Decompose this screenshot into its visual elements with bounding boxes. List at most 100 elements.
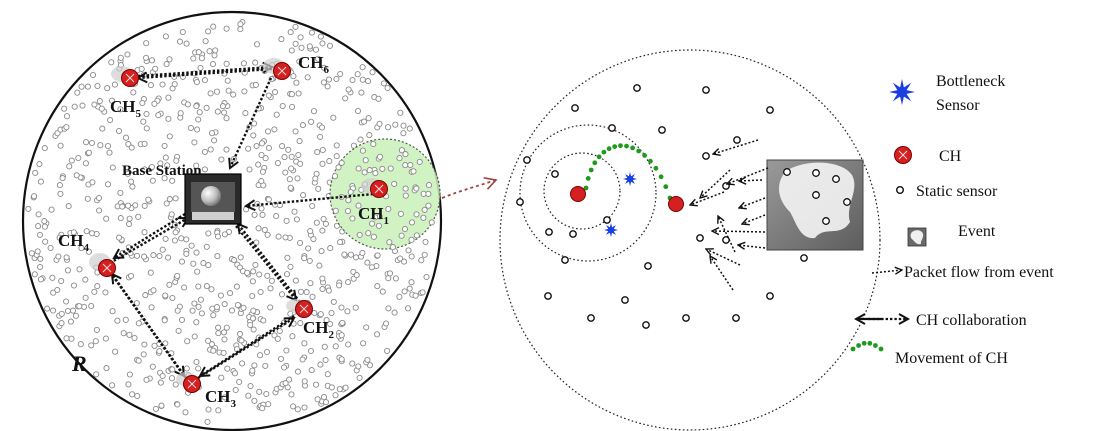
static-sensor <box>416 158 423 165</box>
movement-dot <box>648 158 653 164</box>
link-ch6-base <box>230 77 273 168</box>
static-sensor <box>305 245 312 252</box>
static-sensor <box>225 87 232 94</box>
static-sensor <box>354 107 362 115</box>
static-sensor <box>91 288 98 295</box>
static-sensor <box>79 102 86 109</box>
static-sensor <box>386 239 393 246</box>
static-sensor <box>102 289 109 296</box>
cluster-head-ch2 <box>286 299 313 318</box>
static-sensor <box>310 108 318 115</box>
static-sensor <box>301 404 308 411</box>
static-sensor <box>308 118 315 125</box>
static-sensor <box>41 223 48 230</box>
static-sensor <box>365 115 372 122</box>
static-sensor <box>223 115 230 122</box>
static-sensor <box>66 163 73 170</box>
movement-dot <box>856 343 861 348</box>
static-sensor <box>238 337 245 344</box>
static-sensor <box>183 250 190 257</box>
static-sensor <box>212 47 219 54</box>
static-sensor <box>249 292 256 300</box>
static-sensor <box>215 330 222 337</box>
static-sensor <box>339 319 346 326</box>
cluster-head-ch4 <box>89 253 116 277</box>
static-sensor <box>314 396 321 403</box>
static-sensor <box>147 269 154 276</box>
static-sensor <box>245 145 252 152</box>
static-sensor <box>122 134 130 141</box>
static-sensor <box>251 397 258 404</box>
static-sensor <box>197 64 204 71</box>
static-sensor <box>258 205 265 212</box>
static-sensor <box>244 269 251 276</box>
static-sensor <box>64 307 71 315</box>
static-sensor <box>330 114 337 121</box>
static-sensor <box>104 85 111 92</box>
static-sensor <box>150 252 157 259</box>
static-sensor <box>336 386 343 393</box>
static-sensor <box>732 314 740 322</box>
cluster-head-ch1 <box>361 178 388 198</box>
movement-dot <box>583 185 589 191</box>
static-sensor <box>342 384 349 391</box>
static-sensor <box>96 207 103 214</box>
static-sensor <box>82 294 89 301</box>
static-sensor <box>237 21 244 28</box>
static-sensor <box>190 260 197 267</box>
static-sensor <box>369 69 376 76</box>
static-sensor <box>64 267 71 274</box>
static-sensor <box>237 254 244 261</box>
static-sensor <box>282 380 289 387</box>
static-sensor <box>143 125 150 132</box>
static-sensor <box>202 38 209 45</box>
static-sensor <box>178 258 186 265</box>
static-sensor <box>333 222 341 229</box>
static-sensor <box>338 356 345 363</box>
static-sensor <box>203 283 210 290</box>
static-sensor <box>213 304 221 311</box>
legend-movement-dots-icon <box>850 340 884 352</box>
static-sensor <box>237 26 244 33</box>
link-base-ch4 <box>114 212 186 258</box>
static-sensor <box>63 298 70 305</box>
static-sensor <box>295 90 302 97</box>
static-sensor <box>397 109 404 116</box>
movement-dot <box>636 148 642 154</box>
static-sensor <box>369 220 376 227</box>
static-sensor <box>158 402 165 409</box>
static-sensor <box>422 238 429 246</box>
static-sensor <box>41 218 48 225</box>
static-sensor <box>251 120 258 127</box>
static-sensor <box>169 294 176 302</box>
static-sensor <box>246 166 253 173</box>
static-sensor <box>189 307 196 314</box>
static-sensor <box>201 148 208 155</box>
static-sensor <box>57 142 64 149</box>
static-sensor <box>335 164 342 171</box>
coverage-sensors <box>331 140 435 251</box>
movement-dot <box>592 160 598 166</box>
static-sensor <box>68 335 75 342</box>
static-sensor <box>345 341 352 348</box>
static-sensor <box>342 95 349 102</box>
movement-dot <box>861 340 867 346</box>
static-sensor <box>383 320 390 327</box>
static-sensor <box>141 341 148 348</box>
static-sensor <box>290 73 297 80</box>
movement-dot <box>878 346 884 352</box>
static-sensor <box>125 202 132 209</box>
static-sensor <box>213 88 221 95</box>
static-sensor <box>551 170 559 178</box>
static-sensor <box>384 347 391 354</box>
static-sensor <box>195 365 202 372</box>
static-sensor <box>128 178 135 185</box>
static-sensor <box>174 401 181 408</box>
static-sensor <box>63 335 70 342</box>
static-sensor <box>139 99 146 107</box>
static-sensor <box>54 286 61 294</box>
static-sensor <box>319 40 326 47</box>
static-sensor <box>290 403 297 410</box>
static-sensor <box>156 252 163 260</box>
bottleneck-star-icon <box>623 172 637 186</box>
